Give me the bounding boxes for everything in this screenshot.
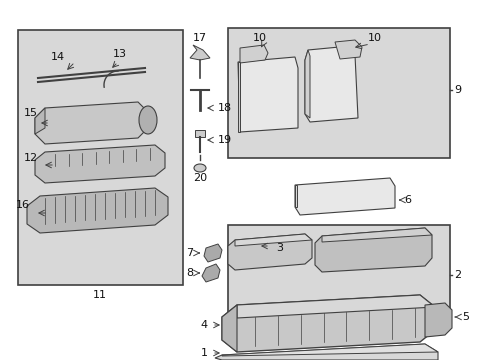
Text: 13: 13 [113,49,127,59]
Bar [227,225,449,325]
Polygon shape [35,145,164,183]
Polygon shape [35,102,148,144]
Polygon shape [227,234,311,270]
Ellipse shape [139,106,157,134]
Polygon shape [240,45,267,63]
Text: 4: 4 [201,320,207,330]
Text: 6: 6 [404,195,411,205]
Text: 1: 1 [201,348,207,358]
Bar [18,30,183,285]
Polygon shape [305,46,357,122]
Text: 12: 12 [24,153,38,163]
Text: 18: 18 [218,103,232,113]
Polygon shape [222,305,237,352]
Polygon shape [238,57,297,132]
Ellipse shape [194,164,205,172]
Polygon shape [215,344,437,360]
Polygon shape [237,295,434,318]
Polygon shape [190,45,209,60]
Text: 10: 10 [252,33,266,43]
Polygon shape [222,295,434,352]
Text: 11: 11 [93,290,107,300]
Text: 15: 15 [24,108,38,118]
Polygon shape [294,185,296,207]
Text: 7: 7 [185,248,193,258]
Polygon shape [202,264,220,282]
Polygon shape [235,234,311,246]
Bar [195,130,204,137]
Polygon shape [305,50,309,118]
Text: 20: 20 [193,173,206,183]
Polygon shape [334,40,361,59]
Polygon shape [238,62,240,132]
Text: 10: 10 [367,33,381,43]
Bar [227,28,449,158]
Polygon shape [294,178,394,215]
Text: 3: 3 [276,243,283,253]
Polygon shape [35,108,45,134]
Polygon shape [321,228,431,242]
Text: 16: 16 [16,200,30,210]
Text: 5: 5 [461,312,468,322]
Polygon shape [27,188,168,233]
Polygon shape [203,244,222,262]
Text: 14: 14 [51,52,65,62]
Polygon shape [222,344,437,356]
Text: 17: 17 [193,33,206,43]
Text: 9: 9 [453,85,461,95]
Text: 19: 19 [218,135,232,145]
Polygon shape [424,303,451,337]
Text: 2: 2 [453,270,461,280]
Text: 8: 8 [185,268,193,278]
Polygon shape [314,228,431,272]
